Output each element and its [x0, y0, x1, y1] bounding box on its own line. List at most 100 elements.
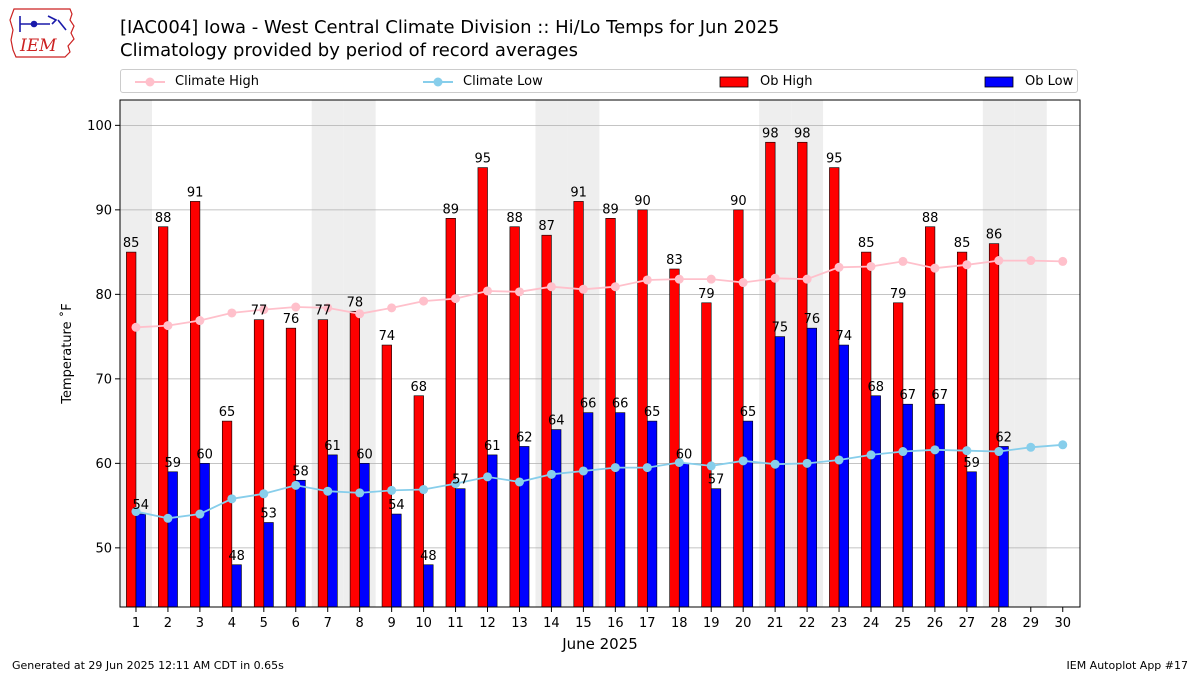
bar-ob-low	[870, 395, 881, 608]
x-axis-label: June 2025	[561, 635, 638, 653]
climate-low-point	[387, 485, 397, 495]
x-tick-label: 26	[927, 616, 944, 631]
weekend-shade	[1014, 100, 1047, 607]
logo-text: IEM	[19, 36, 57, 56]
climate-low-point	[546, 469, 556, 479]
climate-high-point	[227, 308, 237, 318]
data-label-ob-high: 95	[474, 152, 491, 167]
bar-ob-low	[774, 336, 786, 608]
data-label-ob-high: 91	[570, 185, 587, 200]
legend-label: Ob High	[760, 74, 813, 89]
climate-high-point	[770, 273, 780, 283]
data-label-ob-high: 83	[666, 253, 683, 268]
bar-ob-low	[135, 513, 146, 608]
climate-low-point	[483, 472, 493, 482]
climate-low-line	[135, 443, 1063, 520]
climate-high-point	[514, 287, 524, 297]
bar-ob-high	[381, 344, 392, 608]
x-tick-label: 9	[387, 616, 395, 631]
x-tick-label: 28	[991, 616, 1008, 631]
climate-low-point	[451, 479, 461, 489]
bar-ob-high	[253, 319, 265, 608]
data-label-ob-high: 88	[506, 211, 523, 226]
data-label-ob-low: 62	[995, 430, 1012, 445]
x-tick-label: 22	[799, 616, 816, 631]
bar-ob-high	[190, 201, 201, 608]
climate-high-point	[259, 305, 269, 315]
data-label-ob-low: 60	[356, 447, 373, 462]
x-tick-label: 16	[607, 616, 624, 631]
data-label-ob-low: 75	[772, 321, 789, 336]
climate-high-point	[802, 274, 812, 284]
climate-low-point	[355, 488, 365, 498]
climate-low-point	[323, 486, 333, 496]
legend-bar-swatch-icon	[719, 76, 749, 88]
data-label-ob-high: 98	[762, 126, 779, 141]
plot-frame	[119, 99, 1081, 608]
climate-low-point	[419, 485, 429, 495]
x-tick-label: 3	[196, 616, 204, 631]
bar-ob-low	[295, 479, 306, 608]
legend-label: Climate Low	[463, 74, 543, 89]
legend-label: Ob Low	[1025, 74, 1074, 89]
x-tick-label: 14	[543, 616, 560, 631]
x-tick-label: 4	[228, 616, 236, 631]
legend: Climate High Climate Low Ob High Ob Low	[120, 69, 1078, 93]
footer-app: IEM Autoplot App #17	[1066, 659, 1189, 672]
x-tick-label: 29	[1023, 616, 1040, 631]
climate-high-point	[866, 261, 876, 271]
climate-low-point	[291, 480, 301, 490]
x-tick-label: 25	[895, 616, 912, 631]
bar-ob-low	[551, 429, 562, 608]
y-tick-label: 100	[87, 119, 112, 134]
chart-subtitle: Climatology provided by period of record…	[120, 40, 578, 61]
bar-ob-low	[678, 463, 690, 608]
data-label-ob-high: 76	[283, 312, 300, 327]
bar-ob-high	[925, 226, 936, 608]
data-label-ob-high: 98	[794, 126, 811, 141]
bar-ob-high	[317, 319, 329, 608]
bar-ob-high	[158, 226, 169, 608]
bar-ob-high	[956, 251, 968, 608]
data-label-ob-low: 59	[164, 456, 181, 471]
data-label-ob-low: 54	[132, 498, 149, 513]
data-label-ob-high: 91	[187, 185, 204, 200]
bar-ob-low	[742, 420, 754, 608]
bar-ob-low	[998, 446, 1009, 608]
data-label-ob-high: 85	[858, 236, 875, 251]
data-label-ob-low: 54	[388, 498, 405, 513]
data-label-ob-high: 77	[315, 304, 332, 319]
bar-ob-high	[605, 218, 616, 608]
bar-ob-low	[519, 446, 530, 608]
x-tick-label: 20	[735, 616, 752, 631]
climate-high-point	[834, 262, 844, 272]
data-label-ob-high: 68	[411, 380, 428, 395]
y-tick-label: 60	[95, 457, 112, 472]
data-label-ob-high: 85	[123, 236, 140, 251]
iem-logo: IEM	[8, 6, 78, 60]
bar-ob-high	[221, 420, 233, 608]
data-label-ob-high: 90	[730, 194, 747, 209]
data-label-ob-high: 85	[954, 236, 971, 251]
bar-ob-low	[455, 488, 466, 608]
x-tick-label: 6	[292, 616, 300, 631]
x-tick-label: 1	[132, 616, 140, 631]
climate-high-point	[131, 322, 141, 332]
climate-low-point	[578, 466, 588, 476]
data-label-ob-high: 79	[698, 287, 715, 302]
climate-high-point	[1026, 256, 1036, 266]
bar-ob-high	[988, 243, 1000, 608]
bar-ob-low	[263, 522, 274, 608]
bar-ob-low	[391, 513, 402, 608]
bar-ob-low	[583, 412, 594, 608]
x-tick-label: 7	[324, 616, 332, 631]
x-tick-label: 17	[639, 616, 656, 631]
data-label-ob-low: 60	[196, 447, 213, 462]
bar-ob-low	[167, 471, 178, 608]
data-label-ob-high: 79	[890, 287, 907, 302]
y-tick-label: 70	[95, 372, 112, 387]
bar-ob-high	[861, 251, 872, 608]
climate-low-point	[1058, 440, 1068, 450]
climate-low-point	[610, 463, 620, 473]
climate-high-point	[674, 274, 684, 284]
